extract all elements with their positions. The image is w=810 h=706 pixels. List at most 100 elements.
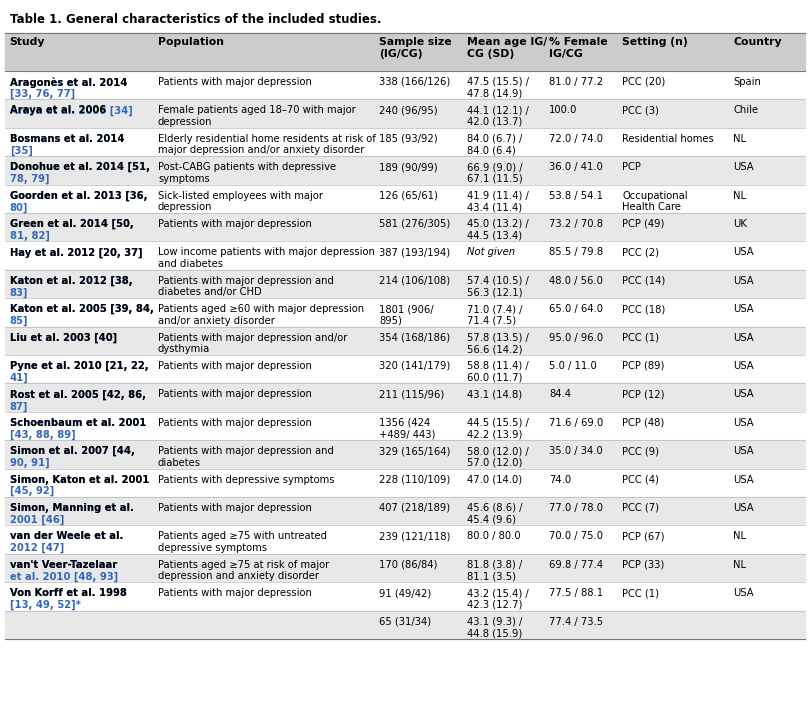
Text: Pyne et al. 2010 [21, 22,: Pyne et al. 2010 [21, 22, [10, 361, 148, 371]
Text: 1801 (906/
895): 1801 (906/ 895) [379, 304, 433, 325]
Text: PCP (67): PCP (67) [622, 532, 664, 542]
Text: Study: Study [10, 37, 45, 47]
Text: Patients with major depression: Patients with major depression [158, 588, 312, 598]
Text: Goorden et al. 2013 [36,
80]: Goorden et al. 2013 [36, 80] [10, 191, 147, 213]
Text: 170 (86/84): 170 (86/84) [379, 560, 437, 570]
Text: Bosmans et al. 2014: Bosmans et al. 2014 [10, 134, 124, 144]
Text: Liu et al. 2003 [40]: Liu et al. 2003 [40] [10, 333, 117, 343]
Text: 80.0 / 80.0: 80.0 / 80.0 [467, 532, 520, 542]
Text: Goorden et al. 2013 [36,: Goorden et al. 2013 [36, [10, 191, 147, 201]
Text: 320 (141/179): 320 (141/179) [379, 361, 450, 371]
Text: 581 (276/305): 581 (276/305) [379, 219, 450, 229]
Text: USA: USA [733, 247, 753, 258]
Text: NL: NL [733, 560, 746, 570]
Text: PCP (89): PCP (89) [622, 361, 664, 371]
Text: Simon, Katon et al. 2001
[45, 92]: Simon, Katon et al. 2001 [45, 92] [10, 474, 149, 496]
Text: 71.0 (7.4) /
71.4 (7.5): 71.0 (7.4) / 71.4 (7.5) [467, 304, 522, 325]
Text: NL: NL [733, 134, 746, 144]
Text: 329 (165/164): 329 (165/164) [379, 446, 450, 456]
Text: Post-CABG patients with depressive
symptoms: Post-CABG patients with depressive sympt… [158, 162, 336, 184]
Text: Von Korff et al. 1998
[13, 49, 52]*: Von Korff et al. 1998 [13, 49, 52]* [10, 588, 126, 610]
Text: Donohue et al. 2014 [51,
78, 79]: Donohue et al. 2014 [51, 78, 79] [10, 162, 150, 184]
Text: 214 (106/108): 214 (106/108) [379, 276, 450, 286]
Text: Katon et al. 2005 [39, 84,
85]: Katon et al. 2005 [39, 84, 85] [10, 304, 154, 326]
Text: USA: USA [733, 162, 753, 172]
Text: PCP (48): PCP (48) [622, 418, 664, 428]
Text: 74.0: 74.0 [549, 474, 571, 484]
Text: Donohue et al. 2014 [51,: Donohue et al. 2014 [51, [10, 162, 150, 172]
Text: USA: USA [733, 474, 753, 484]
Text: 65 (31/34): 65 (31/34) [379, 616, 431, 627]
Text: 81.8 (3.8) /
81.1 (3.5): 81.8 (3.8) / 81.1 (3.5) [467, 560, 522, 582]
Text: Patients aged ≥75 with untreated
depressive symptoms: Patients aged ≥75 with untreated depress… [158, 532, 327, 553]
Text: PCC (20): PCC (20) [622, 77, 665, 87]
Text: 81.0 / 77.2: 81.0 / 77.2 [549, 77, 603, 87]
Text: Patients with major depression and
diabetes and/or CHD: Patients with major depression and diabe… [158, 276, 334, 297]
Text: USA: USA [733, 304, 753, 314]
Text: 354 (168/186): 354 (168/186) [379, 333, 450, 342]
Text: 35.0 / 34.0: 35.0 / 34.0 [549, 446, 603, 456]
Text: 5.0 / 11.0: 5.0 / 11.0 [549, 361, 597, 371]
Text: 84.0 (6.7) /
84.0 (6.4): 84.0 (6.7) / 84.0 (6.4) [467, 134, 522, 155]
Text: Not given: Not given [467, 247, 514, 258]
Text: USA: USA [733, 588, 753, 598]
Text: Green et al. 2014 [50,: Green et al. 2014 [50, [10, 219, 134, 229]
Text: Rost et al. 2005 [42, 86,: Rost et al. 2005 [42, 86, [10, 390, 146, 400]
Text: Patients aged ≥60 with major depression
and/or anxiety disorder: Patients aged ≥60 with major depression … [158, 304, 364, 325]
Text: 71.6 / 69.0: 71.6 / 69.0 [549, 418, 603, 428]
Text: 77.4 / 73.5: 77.4 / 73.5 [549, 616, 603, 627]
Text: 185 (93/92): 185 (93/92) [379, 134, 437, 144]
Text: PCC (2): PCC (2) [622, 247, 659, 258]
Text: 41.9 (11.4) /
43.4 (11.4): 41.9 (11.4) / 43.4 (11.4) [467, 191, 528, 213]
Text: USA: USA [733, 333, 753, 342]
Text: Schoenbaum et al. 2001
[43, 88, 89]: Schoenbaum et al. 2001 [43, 88, 89] [10, 418, 146, 440]
Text: 240 (96/95): 240 (96/95) [379, 105, 437, 115]
Text: 43.1 (9.3) /
44.8 (15.9): 43.1 (9.3) / 44.8 (15.9) [467, 616, 522, 638]
Text: Country: Country [733, 37, 782, 47]
Text: PCC (1): PCC (1) [622, 333, 659, 342]
Text: 36.0 / 41.0: 36.0 / 41.0 [549, 162, 603, 172]
Text: Occupational
Health Care: Occupational Health Care [622, 191, 688, 213]
Text: Katon et al. 2012 [38,: Katon et al. 2012 [38, [10, 276, 132, 286]
Text: USA: USA [733, 361, 753, 371]
Text: 57.4 (10.5) /
56.3 (12.1): 57.4 (10.5) / 56.3 (12.1) [467, 276, 528, 297]
Text: Hay et al. 2012 [20, 37]: Hay et al. 2012 [20, 37] [10, 247, 143, 258]
Text: Katon et al. 2005 [39, 84,: Katon et al. 2005 [39, 84, [10, 304, 154, 314]
Text: 69.8 / 77.4: 69.8 / 77.4 [549, 560, 603, 570]
Text: 407 (218/189): 407 (218/189) [379, 503, 450, 513]
Text: Chile: Chile [733, 105, 758, 115]
Text: PCP (33): PCP (33) [622, 560, 664, 570]
Text: USA: USA [733, 503, 753, 513]
Text: Patients with major depression: Patients with major depression [158, 219, 312, 229]
Text: Araya et al. 2006 [34]: Araya et al. 2006 [34] [10, 105, 133, 116]
Text: Table 1. General characteristics of the included studies.: Table 1. General characteristics of the … [10, 13, 382, 26]
Text: Spain: Spain [733, 77, 761, 87]
Text: Katon et al. 2012 [38,
83]: Katon et al. 2012 [38, 83] [10, 276, 132, 298]
Text: 72.0 / 74.0: 72.0 / 74.0 [549, 134, 603, 144]
Text: 338 (166/126): 338 (166/126) [379, 77, 450, 87]
Text: 387 (193/194): 387 (193/194) [379, 247, 450, 258]
Text: Aragonès et al. 2014
[33, 76, 77]: Aragonès et al. 2014 [33, 76, 77] [10, 77, 127, 100]
Text: Female patients aged 18–70 with major
depression: Female patients aged 18–70 with major de… [158, 105, 356, 127]
Text: 77.5 / 88.1: 77.5 / 88.1 [549, 588, 603, 598]
Text: Von Korff et al. 1998: Von Korff et al. 1998 [10, 588, 126, 598]
Text: Simon, Manning et al.: Simon, Manning et al. [10, 503, 134, 513]
Text: 228 (110/109): 228 (110/109) [379, 474, 450, 484]
Text: Hay et al. 2012 [20, 37]: Hay et al. 2012 [20, 37] [10, 247, 143, 258]
Text: PCP: PCP [622, 162, 641, 172]
Text: 1356 (424
+489/ 443): 1356 (424 +489/ 443) [379, 418, 436, 439]
Text: Population: Population [158, 37, 224, 47]
Text: UK: UK [733, 219, 747, 229]
Text: NL: NL [733, 532, 746, 542]
Text: 45.6 (8.6) /
45.4 (9.6): 45.6 (8.6) / 45.4 (9.6) [467, 503, 522, 525]
Text: Green et al. 2014 [50,
81, 82]: Green et al. 2014 [50, 81, 82] [10, 219, 134, 241]
Text: 45.0 (13.2) /
44.5 (13.4): 45.0 (13.2) / 44.5 (13.4) [467, 219, 528, 241]
Text: Liu et al. 2003 [40]: Liu et al. 2003 [40] [10, 333, 117, 343]
Text: 66.9 (9.0) /
67.1 (11.5): 66.9 (9.0) / 67.1 (11.5) [467, 162, 522, 184]
Text: 47.0 (14.0): 47.0 (14.0) [467, 474, 522, 484]
Text: PCC (1): PCC (1) [622, 588, 659, 598]
Text: Patients with depressive symptoms: Patients with depressive symptoms [158, 474, 335, 484]
Text: USA: USA [733, 276, 753, 286]
Text: 70.0 / 75.0: 70.0 / 75.0 [549, 532, 603, 542]
Text: PCP (49): PCP (49) [622, 219, 664, 229]
